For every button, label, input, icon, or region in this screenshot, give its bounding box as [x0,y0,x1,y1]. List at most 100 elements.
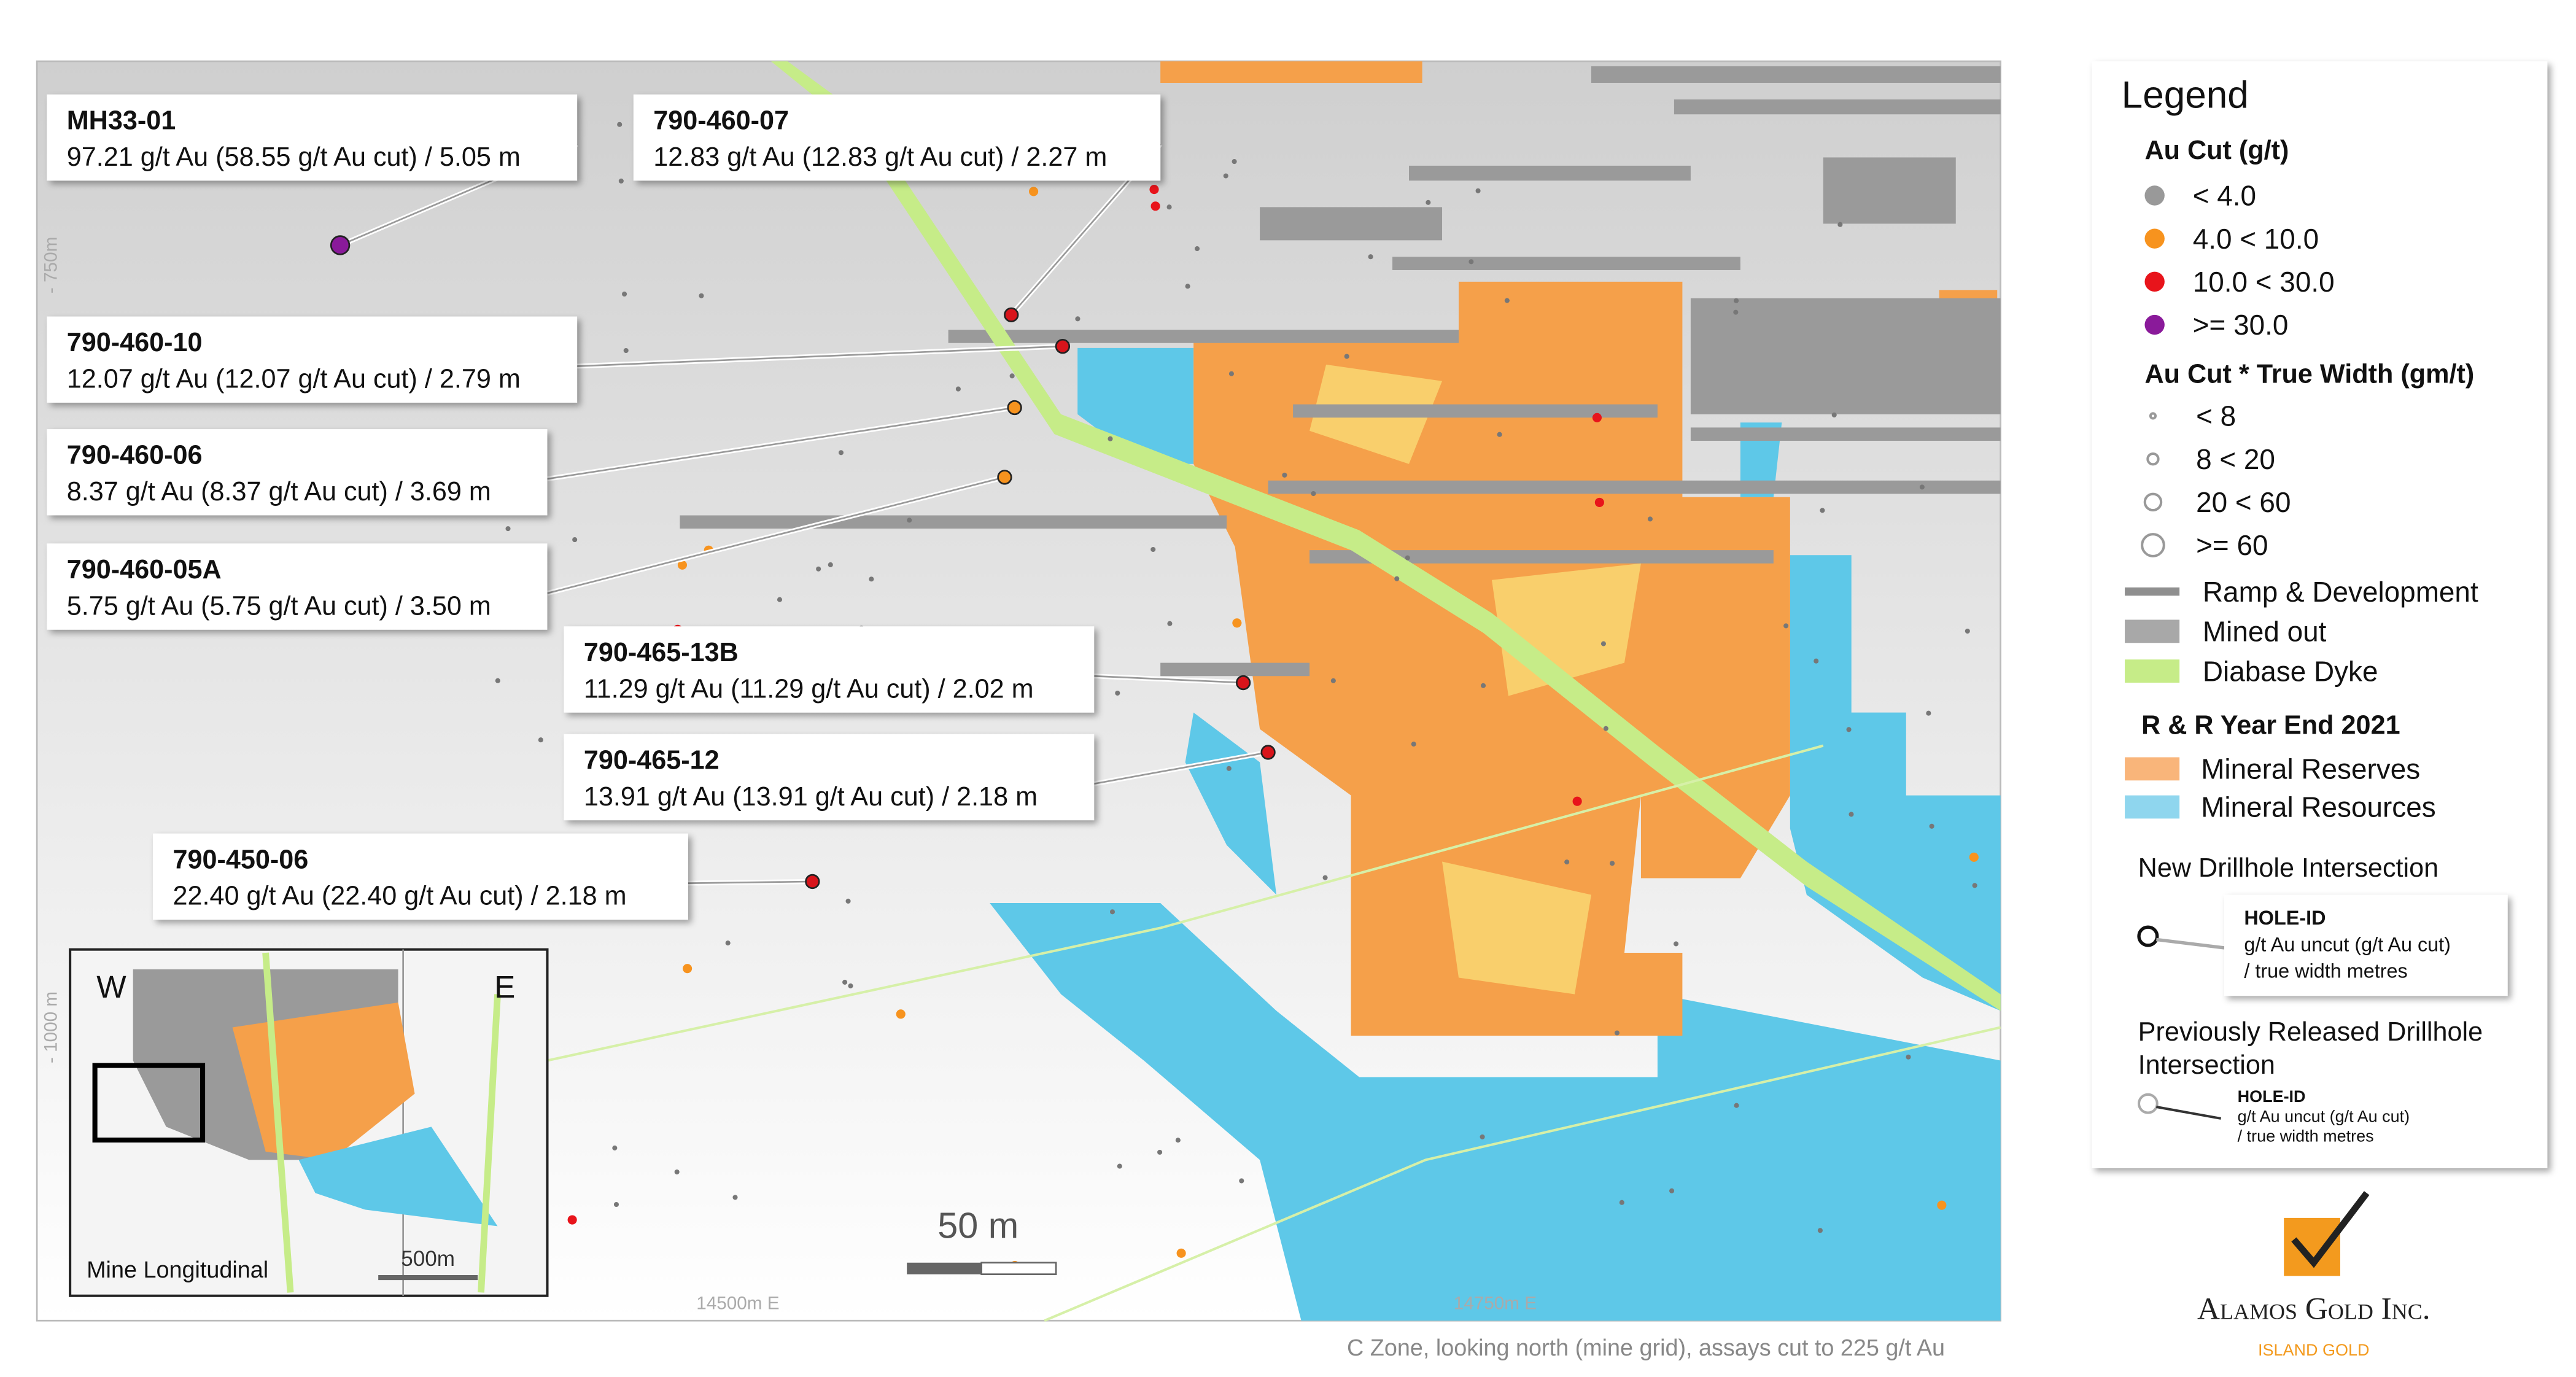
assay-dot [567,1215,577,1225]
assay-dot [1734,1103,1739,1108]
assay-dot [1669,1188,1675,1193]
assay-dot [838,450,844,456]
assay-dot [1480,1134,1485,1139]
hole-detail: 12.07 g/t Au (12.07 g/t Au cut) / 2.79 m [67,365,521,394]
assay-dot [612,1145,618,1150]
assay-dot [1600,641,1606,646]
elevation-label: - 750m [41,237,61,293]
logo-mark [2284,1217,2340,1276]
callouts: MH33-01 97.21 g/t Au (58.55 g/t Au cut) /… [47,94,1276,920]
callout-box [564,734,1095,821]
assay-dot [538,737,543,743]
assay-dot [617,122,623,127]
sample-text: HOLE-ID [2244,907,2326,929]
logo-name: Alamos Gold Inc. [2197,1292,2431,1327]
assay-dot [1783,623,1789,629]
assay-dot [1603,726,1608,731]
assay-dot [1411,742,1416,747]
legend-label: 8 < 20 [2196,443,2275,475]
assay-dot [1368,254,1373,260]
assay-dot [869,576,874,582]
assay-dot [572,537,578,543]
assay-dot [623,347,629,354]
intersection-dot [1260,745,1276,760]
leader-line [577,345,1063,367]
assay-dot [677,560,687,570]
assay-dot [1614,1030,1620,1036]
assay-dot [848,983,853,988]
assay-dot [1733,309,1739,315]
leader-line [547,406,1015,480]
assay-dot [828,562,833,568]
legend-swatch [2143,492,2163,512]
intersection-dot [330,235,351,255]
assay-dot [1149,185,1159,195]
legend-swatch [2125,757,2180,781]
hole-id: 790-465-13B [584,638,739,667]
assay-dot [845,898,851,904]
assay-dot [1814,658,1819,664]
callout-box [47,543,548,630]
assay-dot [495,678,500,683]
legend-swatch [2125,619,2180,643]
assay-dot [1849,812,1854,817]
assay-dot [1937,1200,1947,1210]
assay-dot [1232,618,1242,628]
assay-dot [1820,508,1825,513]
intersection-dot [1055,338,1071,354]
legend-label: < 4.0 [2193,180,2256,212]
assay-dot [725,941,731,946]
callout-box [47,94,578,181]
legend-heading: Intersection [2138,1050,2275,1080]
hole-detail: 12.83 g/t Au (12.83 g/t Au cut) / 2.27 m [653,142,1107,172]
legend-swatch [2146,452,2160,466]
assay-dot [907,518,912,523]
legend-label: < 8 [2196,400,2236,432]
scale-bar [980,1262,1057,1276]
legend-label: 10.0 < 30.0 [2193,266,2335,298]
assay-dot [1926,710,1931,716]
assay-dot [1223,173,1228,179]
logo: Alamos Gold Inc. ISLAND GOLD [2197,1191,2431,1359]
assay-dot [1194,246,1200,252]
hole-id: 790-460-05A [67,555,222,584]
assay-dot [1009,373,1015,379]
caption: C Zone, looking north (mine grid), assay… [1347,1335,1945,1361]
hole-detail: 13.91 g/t Au (13.91 g/t Au cut) / 2.18 m [584,782,1038,812]
sample-text: HOLE-ID [2238,1087,2306,1106]
assay-dot [842,979,848,985]
hole-detail: 22.40 g/t Au (22.40 g/t Au cut) / 2.18 m [173,882,626,911]
callout-box [564,626,1095,713]
legend-swatch [2149,412,2157,420]
assay-dot [1075,316,1080,322]
legend-title: Legend [2122,74,2249,116]
legend-label: Mineral Resources [2201,791,2435,823]
new-symbol [2137,925,2159,947]
assay-dot [1117,1163,1122,1169]
intersection-dot [997,470,1012,485]
inset-title: Mine Longitudinal [87,1257,268,1283]
inset-west: W [96,969,126,1004]
hole-id: 790-460-06 [67,441,203,470]
hole-detail: 5.75 g/t Au (5.75 g/t Au cut) / 3.50 m [67,591,491,621]
assay-dot [1619,1200,1624,1205]
hole-detail: 8.37 g/t Au (8.37 g/t Au cut) / 3.69 m [67,477,491,506]
intersection-dot [1004,307,1019,322]
hole-id: 790-460-10 [67,328,203,357]
inset-scale: 500m [401,1247,455,1271]
hole-id: MH33-01 [67,106,176,136]
legend-label: Mined out [2203,616,2327,648]
legend-heading: R & R Year End 2021 [2141,711,2400,740]
legend-swatch [2144,271,2165,292]
assay-dot [777,597,783,602]
assay-dot [699,293,704,298]
assay-dot [505,526,511,532]
legend: Legend Au Cut (g/t) < 4.0 4.0 < 10.0 10.0 … [2092,61,2548,1168]
assay-dot [1846,727,1852,732]
assay-dot [1426,200,1431,205]
diabase-dyke [770,61,2001,1011]
legend-box [2092,61,2548,1168]
assay-dot [1226,766,1232,771]
assay-dot [1647,516,1653,522]
